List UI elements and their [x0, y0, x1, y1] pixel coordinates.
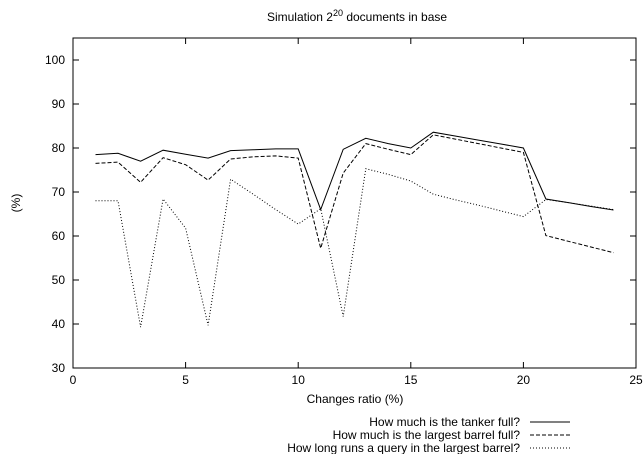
y-tick-label: 70 — [52, 185, 66, 199]
y-axis-label: (%) — [9, 194, 23, 213]
series-line-1 — [95, 131, 614, 212]
y-tick-label: 30 — [52, 361, 66, 375]
series-line-2 — [95, 134, 614, 254]
plot-frame — [72, 37, 637, 369]
legend-label: How long runs a query in the largest bar… — [287, 441, 520, 454]
y-tick-label: 90 — [52, 97, 66, 111]
x-axis-label: Changes ratio (%) — [307, 392, 404, 406]
x-tick-label: 5 — [182, 373, 189, 387]
y-tick-label: 80 — [52, 141, 66, 155]
x-tick-label: 20 — [517, 373, 531, 387]
legend: How much is the tanker full?How much is … — [287, 415, 570, 454]
legend-label: How much is the tanker full? — [369, 415, 520, 429]
y-tick-label: 50 — [52, 273, 66, 287]
x-tick-label: 15 — [404, 373, 418, 387]
y-tick-label: 60 — [52, 229, 66, 243]
series-line-3 — [95, 168, 614, 328]
axis-ticks: 0 5 10 15 20 25 30 40 50 60 70 80 90 100 — [45, 38, 643, 387]
y-tick-label: 40 — [52, 317, 66, 331]
chart-title: Simulation 220 documents in base — [267, 8, 447, 24]
x-tick-label: 0 — [70, 373, 77, 387]
y-tick-label: 100 — [45, 53, 65, 67]
x-tick-label: 10 — [292, 373, 306, 387]
legend-label: How much is the largest barrel full? — [333, 428, 521, 442]
x-tick-label: 25 — [629, 373, 643, 387]
title-exponent: 20 — [333, 8, 343, 18]
series-lines — [95, 131, 614, 328]
